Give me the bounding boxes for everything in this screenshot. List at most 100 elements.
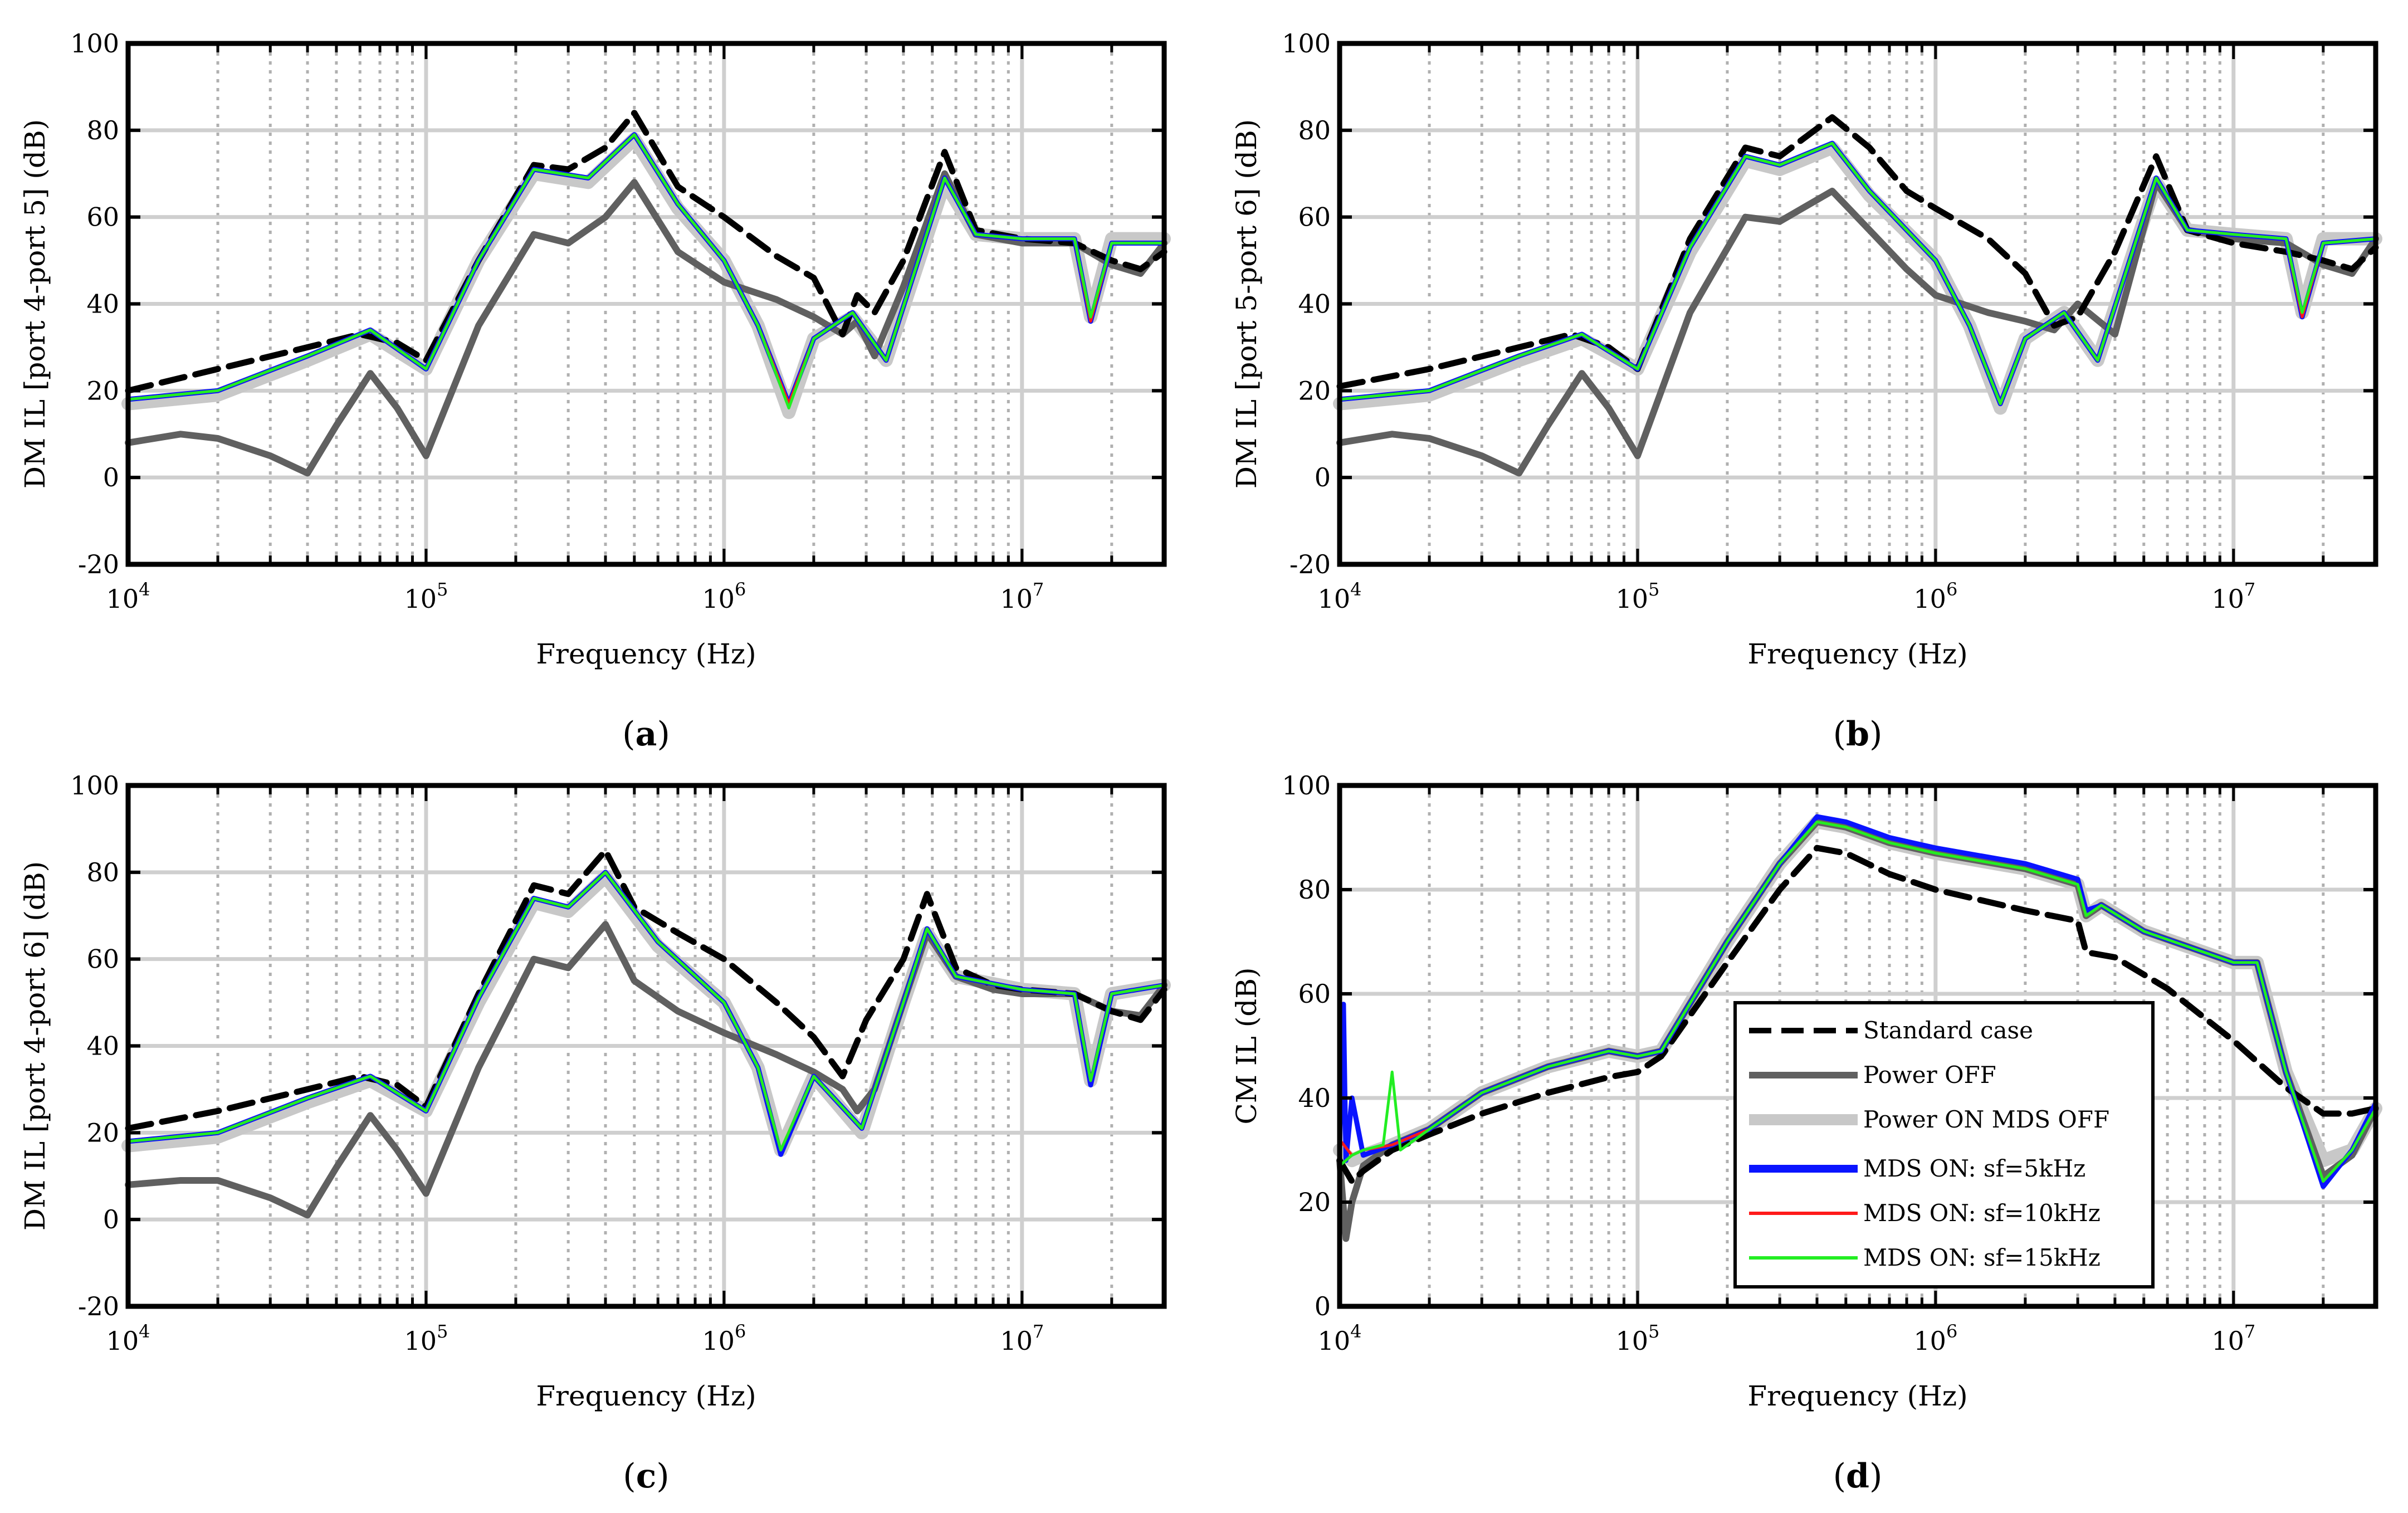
legend-label-standard-case: Standard case — [1863, 1017, 2033, 1044]
chart-panel-a: -20 0 20 40 60 80 100 104 105 106 107 Frequency (… — [19, 28, 1171, 754]
chart-a-x-tick-label: 105 — [404, 579, 448, 614]
chart-b-series-mds-on-15khz — [1338, 141, 2377, 406]
chart-b-x-tick-label: 104 — [1318, 579, 1362, 614]
chart-d-series-mds-on-15khz — [1338, 820, 2377, 1183]
chart-a-series-mds-on-15khz — [126, 133, 1166, 409]
chart-d-x-axis-label: Frequency (Hz) — [1747, 1380, 1967, 1412]
chart-a-panel-open: ( — [622, 715, 635, 754]
chart-a-y-tick-label: -20 — [78, 549, 119, 579]
chart-panel-b: -20 0 20 40 60 80 100 104 105 106 107 Frequency (… — [1230, 28, 2382, 754]
chart-a-x-tick-label: 107 — [1000, 579, 1044, 614]
chart-a-y-axis-label: DM IL [port 4-port 5] (dB) — [19, 119, 51, 489]
chart-c-y-tick-label: 0 — [103, 1204, 119, 1234]
legend-item-power-off: Power OFF — [1749, 1061, 1996, 1089]
chart-c-x-tick-label: 106 — [702, 1321, 746, 1356]
chart-b-y-tick-label: 20 — [1298, 375, 1331, 406]
chart-d-panel-close: ) — [1869, 1457, 1882, 1496]
chart-c-y-tick-label: 100 — [70, 770, 119, 801]
chart-a-y-tick-label: 80 — [86, 115, 119, 145]
chart-b-panel-open: ( — [1833, 715, 1846, 754]
chart-a-y-tick-label: 100 — [70, 28, 119, 58]
chart-b-x-axis-label: Frequency (Hz) — [1747, 638, 1967, 670]
chart-d-x-tick-label: 106 — [1913, 1321, 1957, 1356]
chart-a-panel-letter: a — [636, 715, 657, 754]
chart-a-x-ticks: 104 105 106 107 — [106, 43, 1166, 614]
chart-a-series — [121, 110, 1171, 477]
legend-item-mds-on-10khz: MDS ON: sf=10kHz — [1749, 1199, 2101, 1227]
chart-d-series-standard-case — [1336, 845, 2379, 1185]
legend-item-mds-on-5khz: MDS ON: sf=5kHz — [1749, 1155, 2085, 1182]
chart-d-y-tick-label: 0 — [1315, 1291, 1331, 1321]
chart-c-series-mds-on-15khz — [126, 871, 1166, 1151]
chart-d-legend: Standard case Power OFF Power ON MDS OFF… — [1733, 1001, 2155, 1289]
chart-a-grid — [126, 41, 1166, 567]
chart-b-y-tick-label: 40 — [1298, 289, 1331, 319]
legend-item-standard-case: Standard case — [1749, 1017, 2033, 1044]
chart-d-plot-frame — [1337, 783, 2378, 1309]
chart-c-series — [121, 847, 1171, 1219]
chart-d-x-tick-label: 104 — [1318, 1321, 1362, 1356]
chart-b-x-tick-label: 106 — [1913, 579, 1957, 614]
chart-a-x-tick-label: 104 — [106, 579, 150, 614]
chart-d-x-tick-label: 105 — [1615, 1321, 1659, 1356]
chart-c-panel-open: ( — [623, 1457, 636, 1496]
chart-c-y-tick-label: 60 — [86, 944, 119, 974]
chart-c-series-power-off — [125, 921, 1168, 1219]
chart-a-y-tick-label: 0 — [103, 462, 119, 492]
chart-b-y-ticks: -20 0 20 40 60 80 100 — [1282, 28, 2376, 579]
chart-a-x-axis-label: Frequency (Hz) — [536, 638, 756, 670]
chart-c-x-tick-label: 104 — [106, 1321, 150, 1356]
chart-panel-d: 0 20 40 60 80 100 104 105 106 107 Frequency (Hz)… — [1230, 770, 2382, 1496]
chart-c-y-tick-label: -20 — [78, 1291, 119, 1321]
legend-label-mds-on-10khz: MDS ON: sf=10kHz — [1863, 1199, 2101, 1227]
chart-b-series-standard-case — [1336, 114, 2379, 389]
chart-c-panel-letter: c — [636, 1457, 657, 1496]
chart-a-x-tick-label: 106 — [702, 579, 746, 614]
chart-d-series — [1333, 814, 2382, 1242]
chart-c-grid — [126, 783, 1166, 1309]
chart-d-panel-open: ( — [1833, 1457, 1846, 1496]
legend-label-mds-on-5khz: MDS ON: sf=5kHz — [1863, 1155, 2085, 1182]
chart-c-x-ticks: 104 105 106 107 — [106, 785, 1166, 1356]
chart-b-y-tick-label: 100 — [1282, 28, 1331, 58]
legend-label-power-on-mds-off: Power ON MDS OFF — [1863, 1106, 2109, 1133]
chart-c-panel-close: ) — [656, 1457, 669, 1496]
chart-d-y-tick-label: 60 — [1298, 979, 1331, 1009]
chart-a-panel-close: ) — [657, 715, 670, 754]
chart-d-y-tick-label: 20 — [1298, 1187, 1331, 1217]
chart-panel-c: -20 0 20 40 60 80 100 104 105 106 107 Frequency (… — [19, 770, 1171, 1496]
chart-c-y-tick-label: 80 — [86, 857, 119, 887]
chart-c-y-axis-label: DM IL [port 4-port 6] (dB) — [19, 861, 51, 1231]
chart-d-panel-letter: d — [1846, 1457, 1869, 1496]
legend-box — [1733, 1001, 2155, 1289]
legend-item-power-on-mds-off: Power ON MDS OFF — [1749, 1106, 2109, 1133]
chart-b-x-tick-label: 105 — [1615, 579, 1659, 614]
chart-b-y-tick-label: 60 — [1298, 202, 1331, 232]
chart-b-y-tick-label: 80 — [1298, 115, 1331, 145]
chart-d-panel-label: (d) — [1833, 1457, 1883, 1496]
chart-d-y-tick-label: 40 — [1298, 1083, 1331, 1113]
chart-a-y-tick-label: 20 — [86, 375, 119, 406]
chart-d-x-ticks: 104 105 106 107 — [1318, 785, 2377, 1356]
chart-b-y-tick-label: -20 — [1290, 549, 1331, 579]
chart-c-x-tick-label: 107 — [1000, 1321, 1044, 1356]
chart-b-y-axis-label: DM IL [port 5-port 6] (dB) — [1230, 119, 1263, 489]
chart-c-y-tick-label: 20 — [86, 1117, 119, 1148]
chart-b-panel-close: ) — [1869, 715, 1882, 754]
chart-b-grid — [1337, 41, 2377, 567]
legend-label-power-off: Power OFF — [1863, 1061, 1996, 1089]
chart-c-x-axis-label: Frequency (Hz) — [536, 1380, 756, 1412]
chart-b-y-tick-label: 0 — [1315, 462, 1331, 492]
chart-d-y-tick-label: 80 — [1298, 875, 1331, 905]
chart-b-panel-letter: b — [1846, 715, 1869, 754]
chart-c-y-tick-label: 40 — [86, 1031, 119, 1061]
chart-c-panel-label: (c) — [623, 1457, 669, 1496]
legend-label-mds-on-15khz: MDS ON: sf=15kHz — [1863, 1244, 2101, 1271]
chart-b-x-tick-label: 107 — [2211, 579, 2255, 614]
chart-d-y-tick-label: 100 — [1282, 770, 1331, 801]
chart-a-y-tick-label: 40 — [86, 289, 119, 319]
chart-c-x-tick-label: 105 — [404, 1321, 448, 1356]
chart-a-panel-label: (a) — [622, 715, 670, 754]
chart-a-y-tick-label: 60 — [86, 202, 119, 232]
